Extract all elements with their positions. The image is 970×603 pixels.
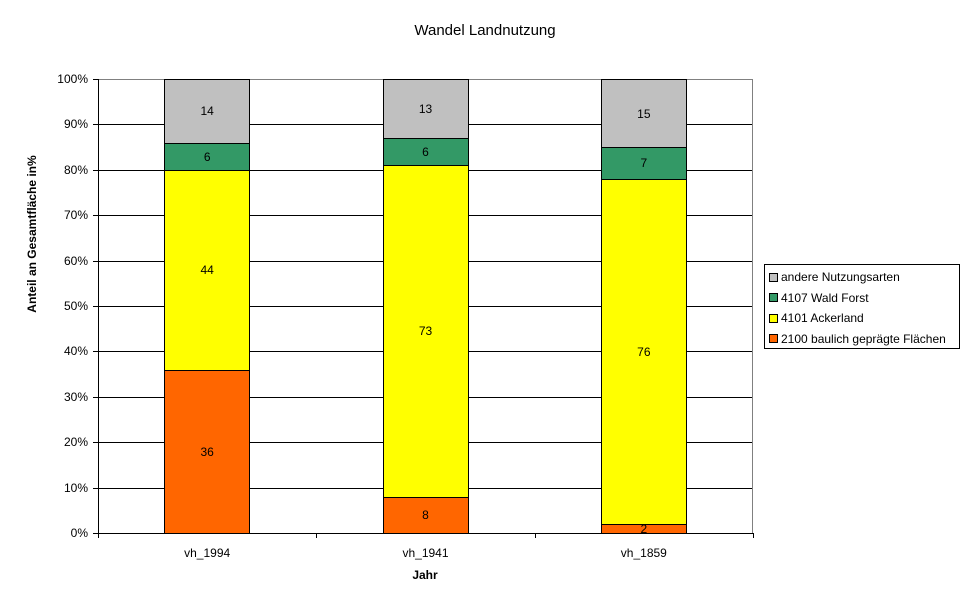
legend-label: andere Nutzungsarten [781, 270, 900, 285]
bar-segment: 44 [164, 169, 251, 371]
bar-segment: 76 [600, 178, 687, 525]
legend-label: 2100 baulich geprägte Flächen [781, 331, 946, 346]
y-tick-label: 30% [63, 389, 88, 404]
x-tick-label: vh_1994 [184, 546, 231, 560]
x-tick [316, 533, 318, 538]
x-tick-label: vh_1941 [402, 546, 449, 560]
y-tick-label: 10% [63, 480, 88, 495]
y-tick [93, 215, 98, 217]
x-tick-label: vh_1859 [620, 546, 667, 560]
bar-segment: 7 [600, 147, 687, 180]
y-tick [93, 169, 98, 171]
stacked-bar-vh_1941: 8 73 6 13 [382, 79, 469, 534]
legend-swatch-icon [769, 313, 778, 323]
legend-item: 4101 Ackerland [769, 308, 955, 329]
y-tick-label: 40% [63, 344, 88, 359]
legend-swatch-icon [769, 293, 778, 303]
y-tick-label: 0% [70, 526, 88, 540]
stacked-bar-vh_1859: 2 76 7 15 [600, 79, 687, 536]
bar-segment: 2 [600, 522, 687, 536]
legend-item: andere Nutzungsarten [769, 267, 955, 288]
y-tick [93, 351, 98, 353]
y-tick [93, 396, 98, 398]
y-tick-label: 60% [63, 253, 88, 268]
y-tick [93, 306, 98, 307]
y-tick [93, 442, 98, 444]
legend-label: 4101 Ackerland [781, 311, 864, 326]
y-tick [93, 124, 98, 126]
legend-swatch-icon [769, 272, 778, 282]
legend-label: 4107 Wald Forst [781, 290, 869, 305]
y-tick-label: 50% [63, 299, 88, 313]
legend: andere Nutzungsarten 4107 Wald Forst 4101 … [764, 264, 960, 349]
y-axis-title: Anteil an Gesamtfläche in% [25, 155, 39, 313]
y-tick-label: 70% [63, 208, 88, 223]
legend-swatch-icon [769, 334, 778, 344]
chart-title: Wandel Landnutzung [414, 22, 556, 39]
y-tick-label: 100% [57, 72, 88, 86]
bar-segment: 14 [164, 79, 251, 144]
bar-segment: 73 [382, 165, 469, 498]
y-tick [93, 533, 98, 534]
y-tick [93, 487, 98, 489]
x-tick [534, 533, 536, 538]
y-tick-label: 80% [63, 162, 88, 177]
y-tick [93, 79, 98, 80]
bar-segment: 13 [382, 79, 469, 140]
x-tick [753, 533, 754, 538]
y-tick [93, 260, 98, 262]
bar-segment: 36 [164, 369, 251, 534]
bar-segment: 8 [382, 496, 469, 534]
legend-item: 4107 Wald Forst [769, 288, 955, 309]
bar-segment: 6 [382, 138, 469, 167]
y-axis [98, 79, 99, 534]
legend-item: 2100 baulich geprägte Flächen [769, 329, 955, 350]
x-tick [98, 533, 99, 538]
stacked-bar-vh_1994: 36 44 6 14 [164, 79, 251, 534]
bar-segment: 6 [164, 142, 251, 171]
x-axis-title: Jahr [412, 568, 438, 582]
bar-segment: 15 [600, 79, 687, 149]
y-tick-label: 20% [63, 435, 88, 450]
y-tick-label: 90% [63, 117, 88, 132]
